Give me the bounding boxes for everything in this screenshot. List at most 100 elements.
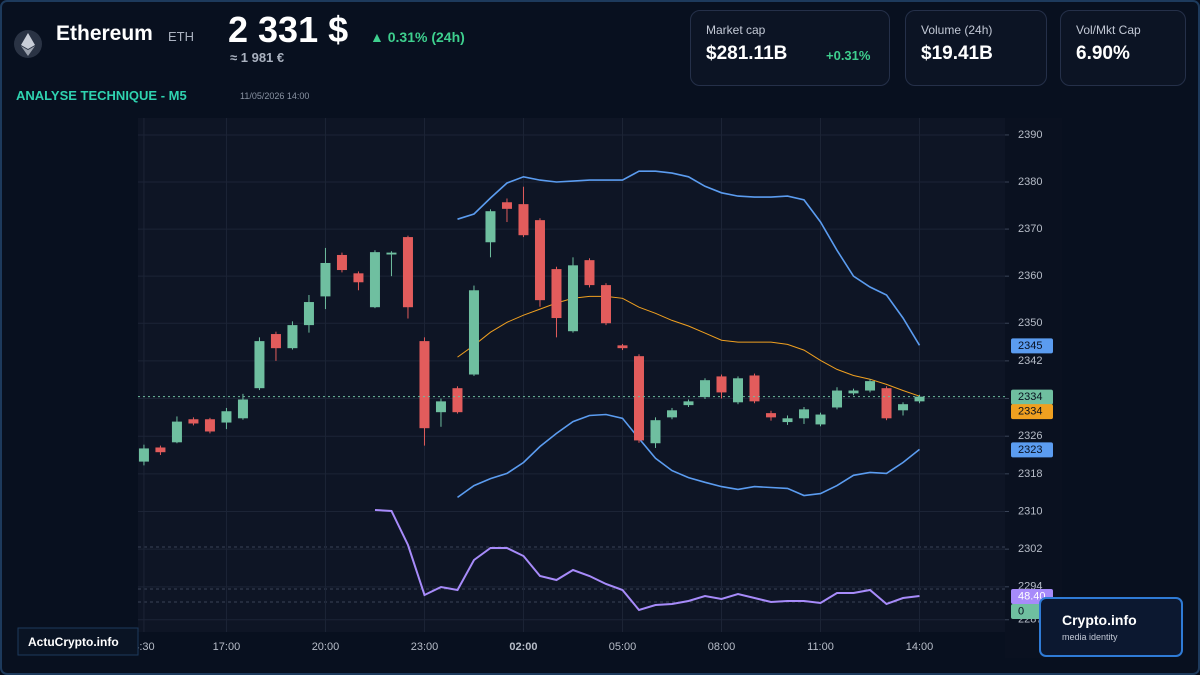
candle-body xyxy=(848,390,859,394)
value-badge-label: 2345 xyxy=(1018,340,1042,352)
candle-body xyxy=(832,390,843,408)
logo-mark xyxy=(21,33,35,49)
card-change: +0.31% xyxy=(826,48,871,63)
candle-body xyxy=(914,396,925,402)
x-tick-label: 11:00 xyxy=(807,641,834,653)
candle-body xyxy=(188,419,199,424)
card: Vol/Mkt Cap 6.90% xyxy=(1060,10,1186,86)
value-badge-label: 2323 xyxy=(1018,444,1042,456)
y-tick-label: 2310 xyxy=(1018,505,1042,517)
candle-body xyxy=(435,401,446,413)
plot-area xyxy=(138,118,1005,632)
card-label: Vol/Mkt Cap xyxy=(1076,23,1141,37)
value-badge-label: 2334 xyxy=(1018,406,1042,418)
card-label: Market cap xyxy=(706,23,766,37)
candle-body xyxy=(501,202,512,209)
value-badge-label: 48.40 xyxy=(1018,590,1046,602)
candle-body xyxy=(881,388,892,419)
y-tick-label: 2350 xyxy=(1018,317,1042,329)
y-tick-label: 2318 xyxy=(1018,468,1042,480)
candle-body xyxy=(320,262,331,297)
candle-body xyxy=(633,356,644,441)
card-value: $281.11B xyxy=(706,43,788,64)
candle-body xyxy=(138,448,149,462)
y-tick-label: 2302 xyxy=(1018,543,1042,555)
candle-body xyxy=(204,419,215,432)
card-label: Volume (24h) xyxy=(921,23,993,37)
candle-body xyxy=(534,220,545,301)
candle-body xyxy=(584,260,595,286)
footer-right-title: Crypto.info xyxy=(1062,612,1137,628)
section-date: 11/05/2026 14:00 xyxy=(240,91,310,101)
candle-body xyxy=(419,341,430,429)
x-tick-label: 4:30 xyxy=(133,641,154,653)
candle-body xyxy=(518,204,529,236)
card: Volume (24h) $19.41B xyxy=(905,10,1047,86)
candle-body xyxy=(254,341,265,389)
candle-body xyxy=(336,254,347,271)
candle-body xyxy=(287,325,298,349)
x-tick-label: 08:00 xyxy=(708,641,736,653)
candle-body xyxy=(733,378,744,403)
coin-name: Ethereum xyxy=(56,22,153,45)
logo-mark xyxy=(21,46,35,56)
candle-body xyxy=(567,265,578,332)
candle-body xyxy=(749,375,760,402)
value-badge xyxy=(1011,338,1053,354)
candle-body xyxy=(650,420,661,444)
footer-right-sub: media identity xyxy=(1062,632,1118,642)
candle-body xyxy=(303,302,314,326)
value-badge-label: 0 xyxy=(1018,605,1024,617)
coin-symbol: ETH xyxy=(168,29,194,44)
footer-right-box xyxy=(1039,597,1183,657)
candle-body xyxy=(716,376,727,393)
candle-body xyxy=(155,447,166,453)
candle-body xyxy=(666,410,677,418)
candle-body xyxy=(237,399,248,419)
value-badge-label: 2334 xyxy=(1018,391,1042,403)
candle-body xyxy=(353,273,364,283)
y-tick-label: 2370 xyxy=(1018,223,1042,235)
y-tick-label: 2390 xyxy=(1018,129,1042,141)
y-tick-label: 2360 xyxy=(1018,270,1042,282)
card-value: $19.41B xyxy=(921,43,993,64)
candle-body xyxy=(683,401,694,406)
price: 2 331 $ xyxy=(228,9,349,50)
value-badge xyxy=(1011,389,1053,405)
candle-body xyxy=(221,411,232,423)
candle-body xyxy=(766,413,777,418)
y-tick-label: 2380 xyxy=(1018,176,1042,188)
y-tick-label: 2342 xyxy=(1018,355,1042,367)
value-badge xyxy=(1011,442,1053,458)
candle-body xyxy=(799,409,810,419)
x-tick-label: 17:00 xyxy=(213,641,241,653)
candle-body xyxy=(600,285,611,324)
candle-body xyxy=(699,380,710,398)
footer-left: ActuCrypto.info xyxy=(28,635,119,649)
card: Market cap $281.11B +0.31% xyxy=(690,10,890,86)
candle-body xyxy=(270,334,281,349)
indicator-line xyxy=(457,413,920,499)
price-change: ▲ 0.31% (24h) xyxy=(370,29,465,45)
x-tick-label: 23:00 xyxy=(411,641,439,653)
candle-body xyxy=(865,381,876,391)
candle-body xyxy=(617,345,628,349)
x-tick-label: 20:00 xyxy=(312,641,340,653)
x-tick-label: 02:00 xyxy=(509,641,537,653)
section-title: ANALYSE TECHNIQUE - M5 xyxy=(16,88,187,103)
x-tick-label: 14:00 xyxy=(906,641,934,653)
candle-body xyxy=(898,404,909,411)
value-badge xyxy=(1011,404,1053,420)
footer-left-box xyxy=(17,627,139,656)
card-value: 6.90% xyxy=(1076,43,1130,64)
candle-body xyxy=(402,237,413,308)
x-tick-label: 05:00 xyxy=(609,641,637,653)
price-eur: ≈ 1 981 € xyxy=(230,50,285,65)
candle-body xyxy=(386,252,397,255)
candle-body xyxy=(815,414,826,425)
y-axis-area xyxy=(1005,118,1062,658)
candle-body xyxy=(452,388,463,413)
candle-body xyxy=(468,290,479,375)
